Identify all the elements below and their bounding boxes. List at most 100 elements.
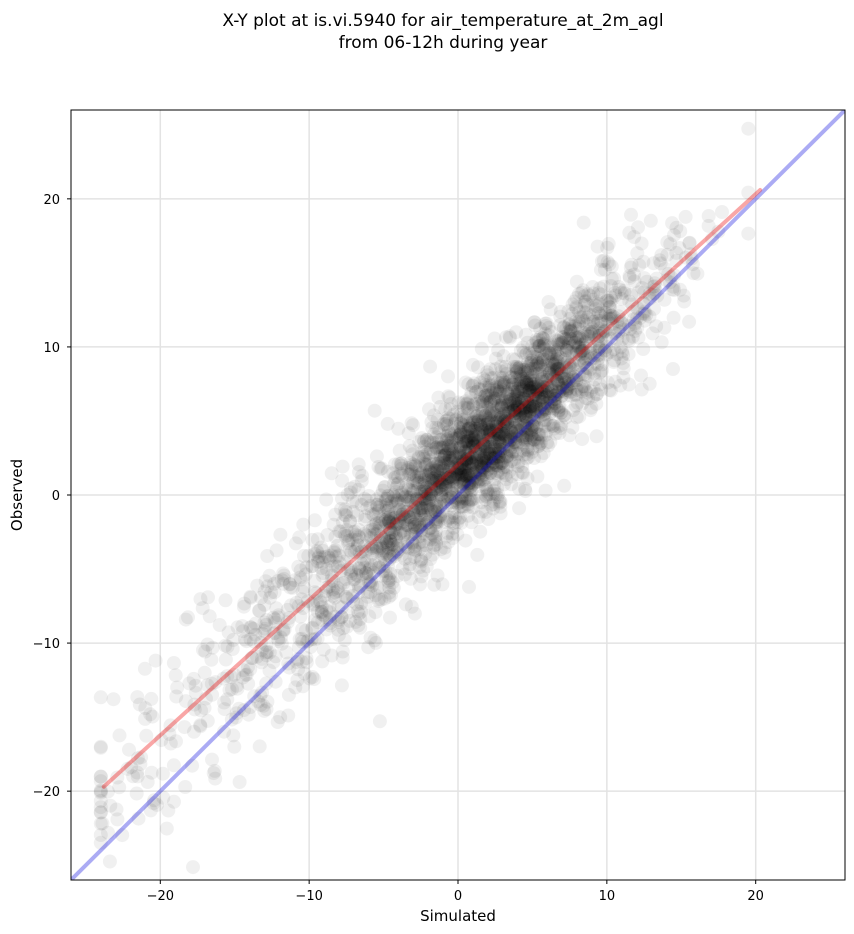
scatter-point <box>503 393 518 408</box>
scatter-point <box>574 344 589 359</box>
scatter-point <box>467 437 482 452</box>
scatter-point <box>405 527 420 542</box>
scatter-point <box>678 209 693 224</box>
scatter-point <box>138 701 153 716</box>
scatter-point <box>630 246 645 261</box>
scatter-point <box>93 800 108 815</box>
scatter-point <box>458 533 473 548</box>
scatter-point <box>421 515 436 530</box>
scatter-point <box>468 428 483 443</box>
scatter-point <box>443 451 457 466</box>
scatter-point <box>450 419 465 434</box>
scatter-point <box>525 358 540 373</box>
scatter-point <box>411 475 426 490</box>
scatter-point <box>525 444 540 459</box>
scatter-point <box>622 225 637 240</box>
scatter-point <box>100 784 115 799</box>
scatter-point <box>518 484 533 499</box>
scatter-point <box>488 415 503 430</box>
scatter-point <box>479 410 494 425</box>
scatter-point <box>455 468 470 482</box>
scatter-point <box>205 752 219 767</box>
scatter-point <box>491 449 506 464</box>
scatter-point <box>563 324 578 339</box>
scatter-point <box>394 493 409 508</box>
scatter-point <box>531 339 546 354</box>
scatter-point <box>492 430 507 445</box>
scatter-point <box>479 444 494 459</box>
scatter-point <box>336 576 351 590</box>
scatter-point <box>471 427 486 442</box>
scatter-point <box>543 386 557 401</box>
scatter-point <box>423 446 438 460</box>
scatter-point <box>551 361 565 376</box>
scatter-point <box>458 444 473 459</box>
scatter-point <box>425 470 439 485</box>
scatter-point <box>453 467 468 482</box>
scatter-point <box>402 510 417 525</box>
scatter-point <box>328 507 343 522</box>
scatter-point <box>538 401 553 416</box>
scatter-point <box>551 403 566 418</box>
scatter-point <box>540 384 555 399</box>
scatter-point <box>634 382 649 397</box>
scatter-point <box>155 766 170 781</box>
scatter-point <box>507 403 522 418</box>
scatter-point <box>569 372 584 387</box>
scatter-point <box>545 419 560 433</box>
scatter-point <box>462 475 477 490</box>
scatter-point <box>462 478 476 493</box>
scatter-point <box>505 404 520 419</box>
scatter-point <box>598 305 613 320</box>
scatter-point <box>339 505 354 519</box>
scatter-point <box>585 321 600 336</box>
scatter-point <box>564 332 579 347</box>
scatter-point <box>433 542 448 557</box>
scatter-point <box>345 532 360 547</box>
scatter-point <box>480 401 495 416</box>
scatter-point <box>324 548 339 563</box>
scatter-point <box>331 622 346 637</box>
scatter-point <box>553 376 568 391</box>
scatter-point <box>535 372 550 387</box>
scatter-point <box>457 474 472 489</box>
scatter-point <box>566 369 581 384</box>
scatter-point <box>425 526 439 541</box>
scatter-point <box>428 440 443 455</box>
scatter-point <box>613 340 628 355</box>
scatter-point <box>311 551 325 566</box>
scatter-point <box>225 642 240 656</box>
scatter-point <box>475 406 490 421</box>
scatter-point <box>374 547 389 562</box>
scatter-point <box>290 652 305 667</box>
scatter-point <box>348 527 363 542</box>
scatter-point <box>473 434 488 449</box>
scatter-point <box>204 652 219 667</box>
scatter-point <box>247 689 262 704</box>
scatter-point <box>432 479 447 494</box>
scatter-point <box>441 535 456 550</box>
scatter-point <box>450 462 465 477</box>
scatter-point <box>466 433 481 448</box>
scatter-point <box>361 640 376 655</box>
scatter-point <box>430 464 445 479</box>
scatter-point <box>558 410 573 425</box>
scatter-point <box>553 309 568 324</box>
scatter-point <box>561 374 576 389</box>
scatter-point <box>512 391 527 406</box>
scatter-point <box>380 488 395 503</box>
scatter-point <box>520 406 535 421</box>
scatter-point <box>412 475 427 490</box>
scatter-point <box>235 670 250 685</box>
scatter-point <box>490 383 505 398</box>
scatter-point <box>472 465 487 480</box>
scatter-point <box>587 327 602 342</box>
scatter-point <box>635 281 650 295</box>
scatter-point <box>423 479 438 494</box>
scatter-point <box>473 489 488 504</box>
scatter-point <box>519 375 534 389</box>
scatter-point <box>495 392 509 406</box>
scatter-point <box>572 346 587 361</box>
scatter-point <box>457 491 472 506</box>
scatter-point <box>569 290 584 305</box>
